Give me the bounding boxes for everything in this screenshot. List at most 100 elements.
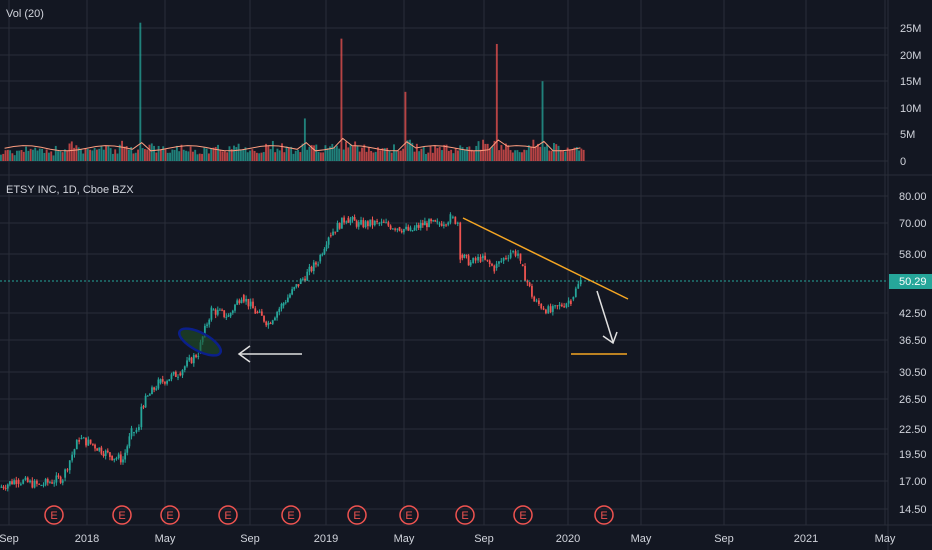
candle-body (53, 482, 56, 484)
candle-body (517, 253, 519, 256)
volume-bar (367, 147, 370, 161)
ellipse-annotation[interactable] (175, 323, 224, 360)
candle-body (519, 253, 522, 261)
volume-bar (461, 147, 464, 161)
candle-body (396, 228, 399, 230)
volume-axis-label: 0 (900, 156, 906, 168)
volume-bar (235, 147, 238, 161)
price-axis-label: 19.50 (899, 449, 927, 461)
down-arrow-head (602, 331, 618, 345)
candle-body (8, 481, 11, 485)
candle-body (153, 387, 156, 390)
candle-body (338, 222, 341, 229)
candle-body (109, 452, 111, 457)
price-axis-label: 30.50 (899, 367, 927, 379)
volume-bar (155, 152, 158, 161)
earnings-marker[interactable]: E (218, 505, 238, 525)
candle-body (284, 302, 287, 304)
volume-bar (340, 38, 343, 161)
left-arrow-annotation[interactable] (237, 345, 302, 363)
earnings-marker[interactable]: E (594, 505, 614, 525)
candle-body (556, 305, 559, 307)
earnings-marker[interactable]: E (513, 505, 533, 525)
candle-body (38, 483, 41, 485)
earnings-marker[interactable]: E (44, 505, 64, 525)
volume-bar (148, 144, 151, 161)
volume-bar (521, 152, 523, 161)
candle-body (15, 480, 18, 485)
volume-bar (292, 153, 295, 161)
volume-bar (278, 150, 281, 161)
earnings-marker[interactable]: E (347, 505, 367, 525)
volume-bar (452, 153, 455, 161)
earnings-marker[interactable]: E (112, 505, 132, 525)
candle-body (197, 355, 200, 358)
time-axis-label: Sep (714, 533, 734, 545)
candle-body (29, 480, 31, 483)
volume-bar (52, 155, 55, 161)
volume-bar (546, 144, 549, 161)
candle-body (68, 460, 71, 471)
earnings-label: E (461, 510, 468, 522)
candle-body (254, 308, 257, 314)
volume-bar (507, 145, 510, 161)
candle-body (351, 217, 354, 220)
volume-bar (95, 149, 98, 161)
candle-body (249, 301, 252, 307)
volume-bar (233, 145, 235, 161)
volume-bar (527, 145, 530, 161)
volume-bar (84, 148, 87, 161)
candle-body (334, 231, 337, 233)
volume-bar (123, 146, 126, 161)
volume-bar (283, 152, 286, 161)
candle-body (291, 289, 294, 295)
candle-body (398, 227, 401, 231)
volume-bar (566, 147, 569, 161)
earnings-marker[interactable]: E (281, 505, 301, 525)
volume-bar (342, 149, 345, 161)
volume-bar (454, 147, 457, 161)
volume-bar (447, 150, 450, 161)
candle-body (449, 214, 452, 223)
candle-body (51, 482, 53, 484)
volume-bar (315, 144, 318, 161)
volume-bar (111, 153, 114, 161)
candle-body (345, 221, 348, 223)
candle-body (447, 222, 450, 225)
candle-body (459, 222, 462, 260)
volume-bar (390, 152, 393, 161)
candle-body (221, 309, 223, 311)
volume-bar (441, 150, 443, 161)
volume-bar (15, 150, 18, 161)
candle-body (472, 257, 475, 264)
volume-bar (575, 146, 578, 161)
earnings-marker[interactable]: E (160, 505, 180, 525)
volume-bar (457, 150, 459, 161)
volume-bar (274, 152, 277, 161)
trendline-descending[interactable] (462, 217, 629, 300)
price-candles (0, 212, 582, 492)
down-arrow-annotation[interactable] (596, 290, 618, 345)
earnings-marker[interactable]: E (455, 505, 475, 525)
candle-body (31, 480, 34, 488)
candle-body (415, 225, 418, 228)
candle-body (195, 355, 197, 358)
earnings-label: E (405, 510, 412, 522)
volume-bar (114, 149, 117, 161)
candle-body (349, 219, 352, 223)
volume-bar (63, 149, 66, 161)
earnings-marker[interactable]: E (399, 505, 419, 525)
volume-bar (100, 146, 103, 161)
volume-bar (285, 146, 288, 161)
volume-bar (9, 150, 12, 161)
volume-bar (107, 145, 110, 161)
earnings-circle (218, 505, 238, 525)
candle-body (46, 479, 49, 483)
candle-body (252, 301, 254, 309)
volume-bar (406, 140, 409, 161)
candle-body (376, 220, 378, 222)
candle-body (100, 447, 103, 454)
volume-bar (470, 149, 473, 161)
volume-bar (79, 148, 82, 161)
candle-body (456, 222, 459, 224)
